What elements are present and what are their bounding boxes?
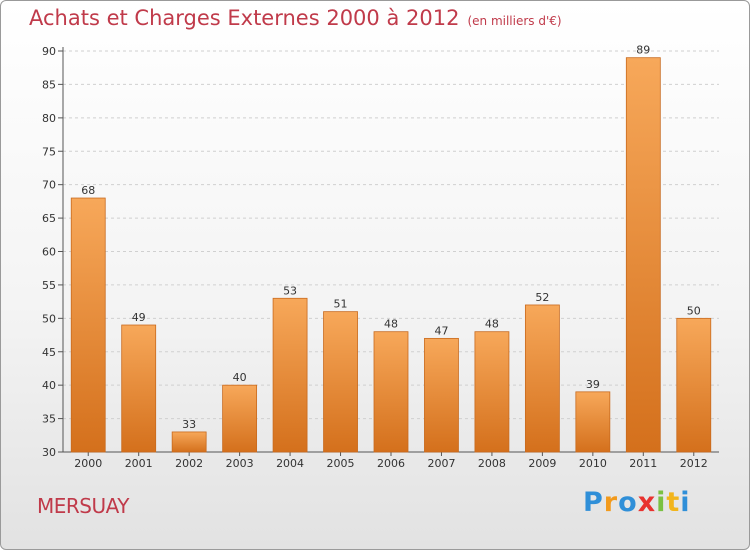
logo-letter: r — [603, 487, 619, 518]
y-tick-label: 60 — [42, 246, 56, 259]
x-tick-label: 2012 — [680, 457, 708, 470]
x-tick-label: 2002 — [175, 457, 203, 470]
y-tick-label: 70 — [42, 179, 56, 192]
x-tick-label: 2004 — [276, 457, 304, 470]
unit-label: (en milliers d'€) — [467, 14, 562, 28]
bar — [70, 197, 106, 453]
x-tick-label: 2003 — [226, 457, 254, 470]
chart-title: Achats et Charges Externes 2000 à 2012 (e… — [29, 6, 562, 30]
data-label: 48 — [384, 318, 398, 331]
logo-letter: x — [637, 487, 657, 518]
x-tick-label: 2006 — [377, 457, 405, 470]
logo-letter: i — [656, 487, 667, 518]
x-tick-label: 2007 — [427, 457, 455, 470]
bars — [70, 57, 712, 453]
y-tick-label: 90 — [42, 45, 56, 58]
y-tick-label: 45 — [42, 346, 56, 359]
data-label: 48 — [485, 318, 499, 331]
bar — [121, 324, 157, 453]
data-label: 47 — [434, 324, 448, 337]
y-tick-label: 55 — [42, 279, 56, 292]
logo-letter: P — [583, 487, 604, 518]
bar — [171, 431, 207, 453]
y-tick-label: 85 — [42, 78, 56, 91]
bar — [676, 317, 712, 453]
bar — [373, 331, 409, 453]
x-tick-label: 2011 — [629, 457, 657, 470]
y-tick-label: 80 — [42, 112, 56, 125]
labels: 30 35 40 45 50 55 60 65 70 75 80 85 90 68 2000 49 2001 33… — [42, 44, 708, 470]
bar — [575, 391, 611, 453]
logo-letter: o — [618, 487, 638, 518]
data-label: 52 — [535, 291, 549, 304]
bar — [222, 384, 258, 453]
y-tick-label: 50 — [42, 312, 56, 325]
bar — [323, 311, 358, 453]
y-tick-label: 65 — [42, 212, 56, 225]
y-tick-label: 40 — [42, 379, 56, 392]
x-tick-label: 2005 — [327, 457, 355, 470]
logo-letter: i — [680, 487, 691, 518]
bar — [424, 337, 459, 453]
x-tick-label: 2009 — [528, 457, 556, 470]
logo-letter: t — [666, 487, 681, 518]
x-tick-label: 2008 — [478, 457, 506, 470]
data-label: 49 — [132, 311, 146, 324]
x-tick-label: 2010 — [579, 457, 607, 470]
data-label: 39 — [586, 378, 600, 391]
data-label: 53 — [283, 284, 297, 297]
data-label: 89 — [636, 44, 650, 57]
y-tick-label: 30 — [42, 446, 56, 459]
x-tick-label: 2000 — [74, 457, 102, 470]
data-label: 51 — [334, 298, 348, 311]
bar — [625, 57, 661, 453]
data-label: 50 — [687, 304, 701, 317]
bar — [524, 304, 560, 453]
proxiti-logo: Proxiti — [583, 487, 691, 518]
data-label: 40 — [233, 371, 247, 384]
bar — [474, 331, 510, 453]
y-tick-label: 35 — [42, 413, 56, 426]
data-label: 68 — [81, 184, 95, 197]
bar — [272, 297, 308, 453]
x-tick-label: 2001 — [125, 457, 153, 470]
y-tick-label: 75 — [42, 145, 56, 158]
place-name: MERSUAY — [37, 494, 129, 518]
data-label: 33 — [182, 418, 196, 431]
